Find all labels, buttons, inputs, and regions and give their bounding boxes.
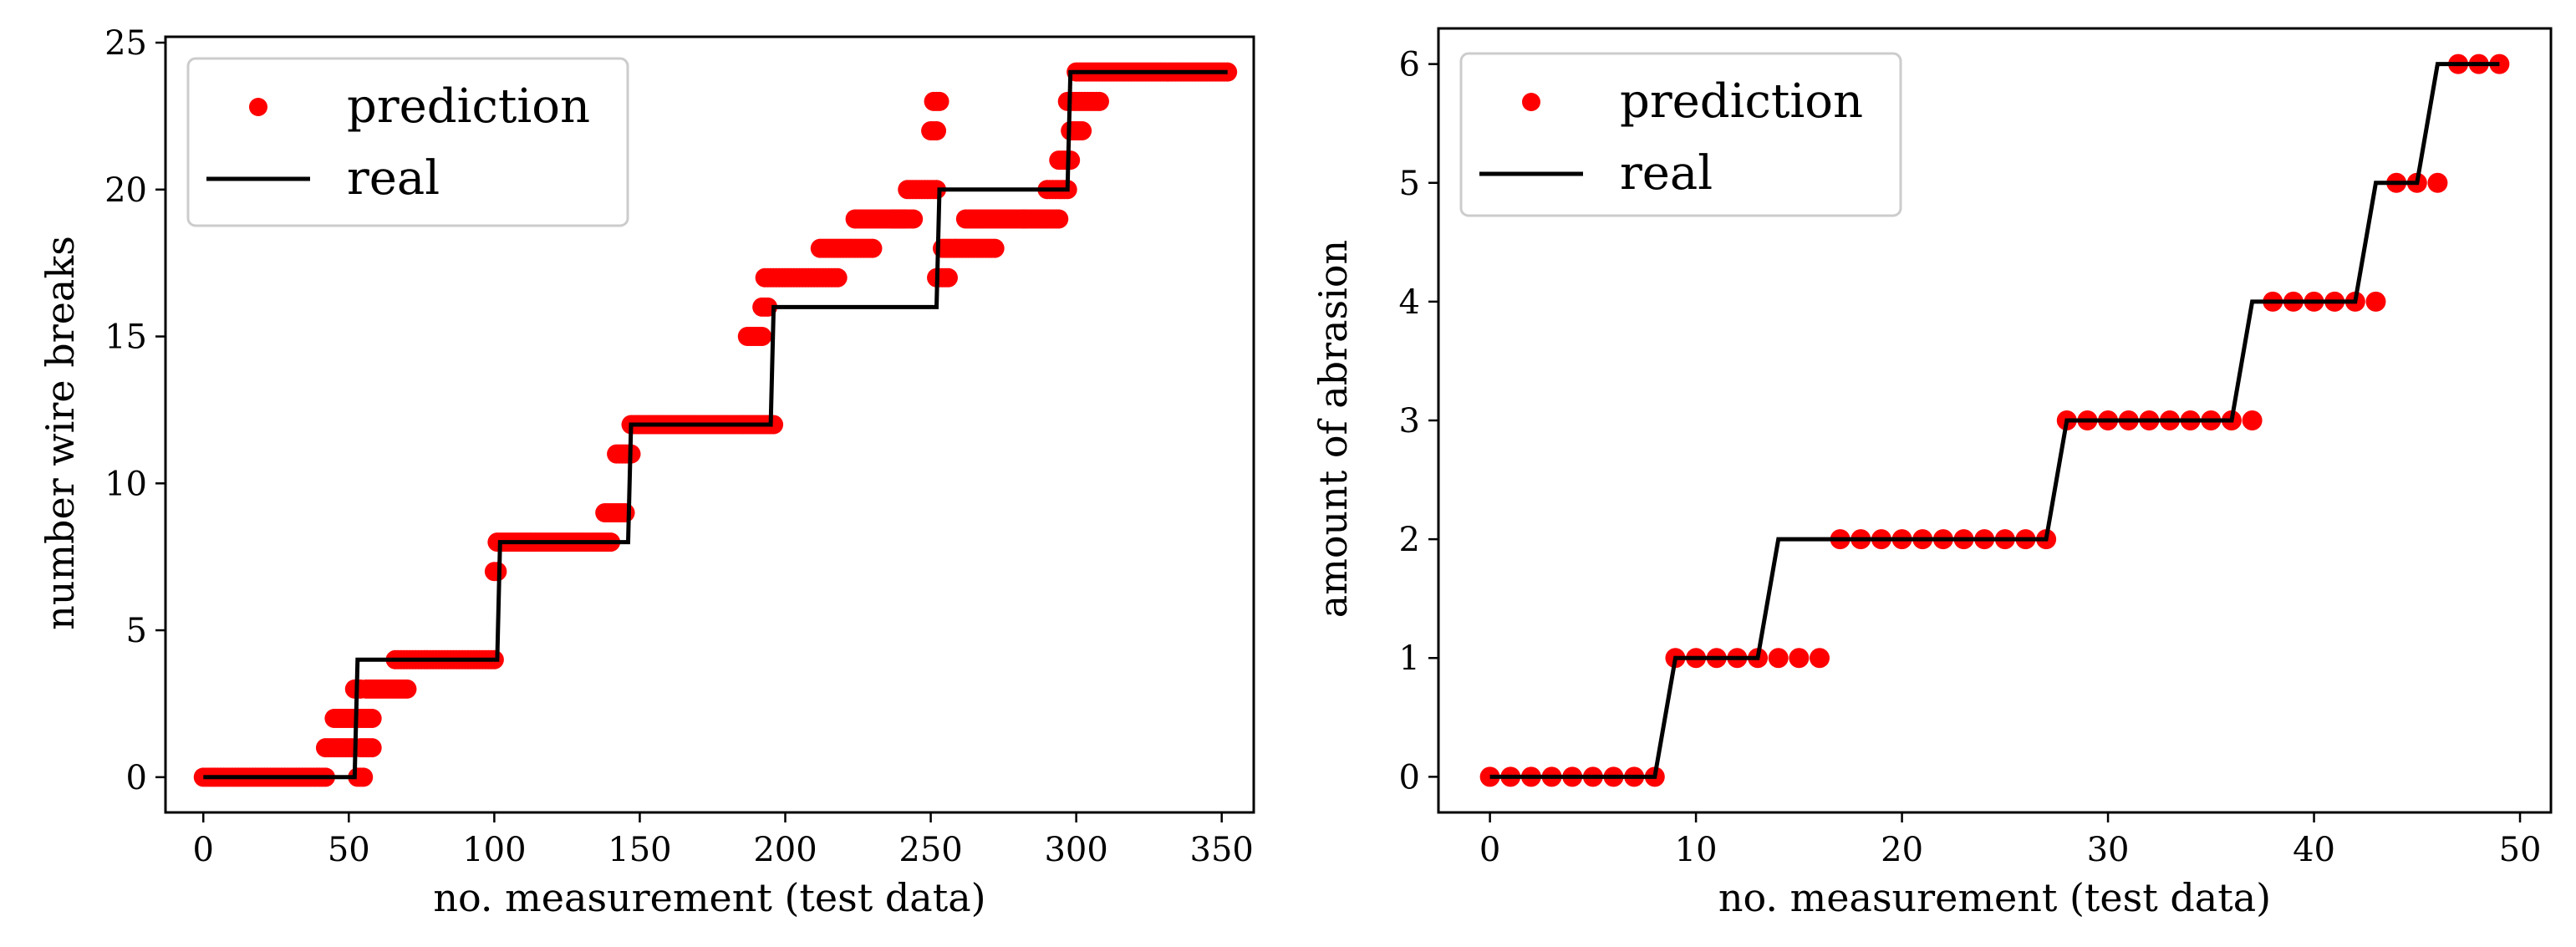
wire-breaks-x-tick-label-200: 200	[753, 831, 817, 869]
wire-breaks-x-tick-label-0: 0	[193, 831, 214, 869]
abrasion-y-axis-label: amount of abrasion	[1311, 240, 1356, 618]
wire-breaks-prediction-point	[927, 120, 947, 140]
abrasion-legend-prediction-marker	[1522, 93, 1540, 111]
wire-breaks-x-tick-label-150: 150	[608, 831, 671, 869]
wire-breaks-x-tick-label-350: 350	[1190, 831, 1254, 869]
abrasion-x-axis-label: no. measurement (test data)	[1718, 875, 2271, 920]
wire-breaks-y-tick-label-10: 10	[104, 465, 147, 503]
wire-breaks-x-tick-label-100: 100	[462, 831, 526, 869]
wire-breaks-prediction-point	[354, 767, 374, 787]
abrasion-prediction-point	[2365, 291, 2386, 312]
abrasion-x-tick-label-30: 30	[2087, 831, 2130, 869]
wire-breaks-x-axis-label: no. measurement (test data)	[433, 875, 985, 920]
abrasion-y-tick-label-3: 3	[1399, 402, 1420, 440]
abrasion-x-tick-label-20: 20	[1881, 831, 1923, 869]
abrasion-y-tick-label-4: 4	[1399, 283, 1420, 322]
abrasion-x-tick-label-50: 50	[2499, 831, 2542, 869]
wire-breaks-prediction-point	[929, 91, 949, 111]
wire-breaks-prediction-point	[863, 238, 883, 258]
wire-breaks-legend-prediction-label: prediction	[347, 79, 590, 134]
abrasion-legend-prediction-label: prediction	[1620, 74, 1863, 129]
wire-breaks-prediction-point	[362, 709, 382, 729]
wire-breaks-prediction-point	[1061, 150, 1081, 171]
wire-breaks-chart: 0 50 100 150 200 250 300 350 0 5 10 15 20 25 no. meas…	[38, 24, 1255, 920]
abrasion-y-tick-label-5: 5	[1399, 165, 1420, 203]
abrasion-chart: 0 10 20 30 40 50 0 1 2 3 4 5 6 no. measurement (test…	[1311, 27, 2553, 920]
wire-breaks-prediction-point	[487, 562, 507, 582]
abrasion-real-line	[1489, 62, 2500, 779]
wire-breaks-prediction-point	[1049, 209, 1069, 229]
abrasion-x-tick-label-0: 0	[1479, 831, 1500, 869]
abrasion-y-tick-label-2: 2	[1399, 521, 1420, 559]
abrasion-x-tick-label-10: 10	[1675, 831, 1718, 869]
wire-breaks-x-tick-label-250: 250	[899, 831, 962, 869]
abrasion-prediction-point	[2427, 172, 2448, 193]
abrasion-y-tick-label-1: 1	[1399, 639, 1420, 678]
wire-breaks-prediction-point	[362, 738, 382, 758]
wire-breaks-real-line	[203, 69, 1228, 780]
wire-breaks-axes: 0 50 100 150 200 250 300 350 0 5 10 15 20 25	[104, 24, 1254, 869]
abrasion-legend-real-label: real	[1620, 146, 1713, 201]
wire-breaks-y-tick-label-20: 20	[104, 171, 147, 210]
abrasion-axes: 0 10 20 30 40 50 0 1 2 3 4 5 6	[1399, 46, 2542, 869]
abrasion-y-tick-label-0: 0	[1399, 758, 1420, 797]
wire-breaks-prediction-point	[827, 267, 848, 288]
wire-breaks-prediction-point	[1072, 120, 1092, 140]
wire-breaks-plot-area	[193, 62, 1238, 787]
abrasion-prediction-point	[1768, 648, 1789, 669]
wire-breaks-prediction-point	[752, 327, 772, 347]
wire-breaks-prediction-point	[615, 502, 635, 522]
wire-breaks-y-tick-label-5: 5	[126, 612, 147, 650]
wire-breaks-legend-real-label: real	[347, 151, 440, 206]
wire-breaks-prediction-point	[1089, 91, 1109, 111]
wire-breaks-prediction-point	[894, 209, 914, 229]
abrasion-prediction-point	[1789, 648, 1810, 669]
wire-breaks-prediction-point	[985, 238, 1005, 258]
wire-breaks-x-tick-label-300: 300	[1044, 831, 1107, 869]
abrasion-prediction-point	[2242, 410, 2263, 430]
wire-breaks-prediction-point	[397, 679, 417, 699]
abrasion-plot-area	[1479, 53, 2510, 787]
wire-breaks-prediction-point	[938, 267, 958, 288]
wire-breaks-legend-prediction-marker	[249, 98, 267, 116]
wire-breaks-plot-frame	[164, 35, 1255, 814]
wire-breaks-legend-box	[186, 57, 629, 227]
wire-breaks-legend: prediction real	[186, 57, 629, 227]
wire-breaks-y-tick-label-0: 0	[126, 759, 147, 797]
abrasion-prediction-point	[1809, 648, 1830, 669]
wire-breaks-y-axis-label: number wire breaks	[38, 236, 83, 630]
abrasion-legend: prediction real	[1459, 52, 1902, 217]
wire-breaks-x-tick-label-50: 50	[328, 831, 370, 869]
wire-breaks-y-tick-label-15: 15	[104, 318, 147, 357]
abrasion-y-tick-label-6: 6	[1399, 46, 1420, 84]
abrasion-x-tick-label-40: 40	[2293, 831, 2335, 869]
wire-breaks-y-tick-label-25: 25	[104, 24, 147, 63]
